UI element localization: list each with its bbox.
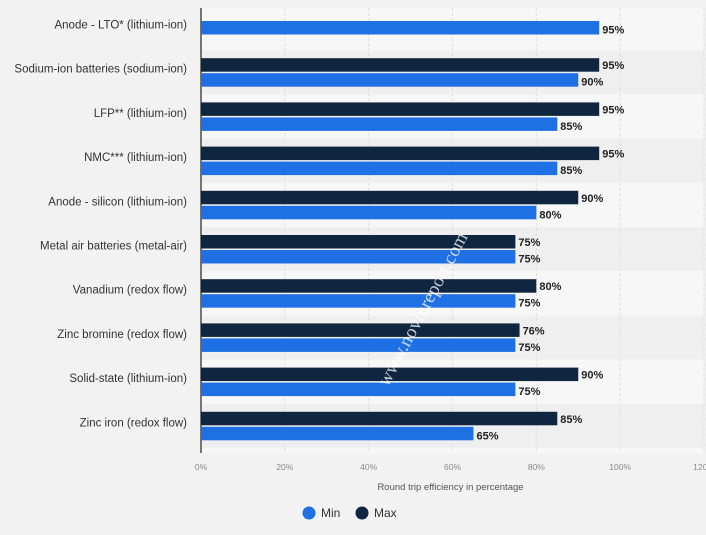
- bar-min: [201, 117, 558, 131]
- bar-min: [201, 250, 516, 264]
- bar-min: [201, 294, 516, 308]
- category-label: Anode - silicon (lithium-ion): [48, 196, 187, 208]
- bar-max: [201, 367, 579, 382]
- data-label-min: 75%: [518, 342, 540, 354]
- category-label: NMC*** (lithium-ion): [84, 152, 187, 164]
- bar-max: [201, 323, 520, 337]
- category-label: Vanadium (redox flow): [73, 285, 187, 297]
- legend-label-min: Min: [321, 506, 340, 520]
- data-label-min: 75%: [518, 254, 540, 266]
- bar-min: [201, 338, 516, 352]
- x-tick-label: 0%: [195, 462, 208, 472]
- data-label-min: 85%: [560, 121, 582, 133]
- data-label-min: 80%: [539, 209, 561, 221]
- bar-max: [201, 102, 600, 116]
- legend-marker-min: [302, 506, 316, 520]
- data-label-max: 85%: [560, 414, 582, 426]
- data-label-max: 76%: [523, 325, 545, 337]
- data-label-min: 95%: [602, 25, 624, 37]
- data-label-min: 85%: [560, 165, 582, 177]
- x-tick-label: 80%: [528, 462, 545, 472]
- x-axis-title: Round trip efficiency in percentage: [377, 482, 523, 493]
- bar-min: [201, 73, 579, 87]
- bar-max: [201, 58, 600, 72]
- category-label: Sodium-ion batteries (sodium-ion): [14, 64, 187, 76]
- bar-max: [201, 411, 558, 426]
- data-label-max: 90%: [581, 370, 603, 382]
- data-label-max: 95%: [602, 104, 624, 116]
- x-tick-label: 100%: [609, 462, 631, 472]
- bar-min: [201, 161, 558, 176]
- legend-marker-max: [355, 506, 369, 520]
- data-label-max: 95%: [602, 60, 624, 72]
- category-label: LFP** (lithium-ion): [94, 108, 187, 120]
- bar-min: [201, 426, 474, 441]
- category-label: Anode - LTO* (lithium-ion): [54, 20, 187, 32]
- data-label-max: 80%: [539, 281, 561, 293]
- x-tick-label: 40%: [360, 462, 377, 472]
- category-label: Zinc bromine (redox flow): [57, 329, 187, 341]
- bar-min: [201, 21, 600, 35]
- bar-max: [201, 146, 600, 161]
- data-label-min: 75%: [518, 386, 540, 398]
- data-label-max: 75%: [518, 237, 540, 249]
- row-band: [201, 50, 704, 95]
- data-label-max: 90%: [581, 193, 603, 205]
- bar-max: [201, 279, 537, 293]
- bar-min: [201, 205, 537, 220]
- bar-max: [201, 235, 516, 249]
- row-band: [201, 315, 704, 360]
- bar-max: [201, 190, 579, 205]
- x-tick-label: 20%: [276, 462, 293, 472]
- data-label-min: 65%: [476, 430, 498, 442]
- category-label: Solid-state (lithium-ion): [69, 373, 187, 385]
- category-label: Zinc iron (redox flow): [80, 417, 188, 429]
- data-label-max: 95%: [602, 149, 624, 161]
- data-label-min: 75%: [518, 298, 540, 310]
- data-label-min: 90%: [581, 77, 603, 89]
- x-tick-label: 60%: [444, 462, 461, 472]
- legend-label-max: Max: [374, 506, 397, 520]
- bar-min: [201, 382, 516, 397]
- category-label: Metal air batteries (metal-air): [40, 241, 187, 253]
- x-tick-label: 120%: [693, 462, 706, 472]
